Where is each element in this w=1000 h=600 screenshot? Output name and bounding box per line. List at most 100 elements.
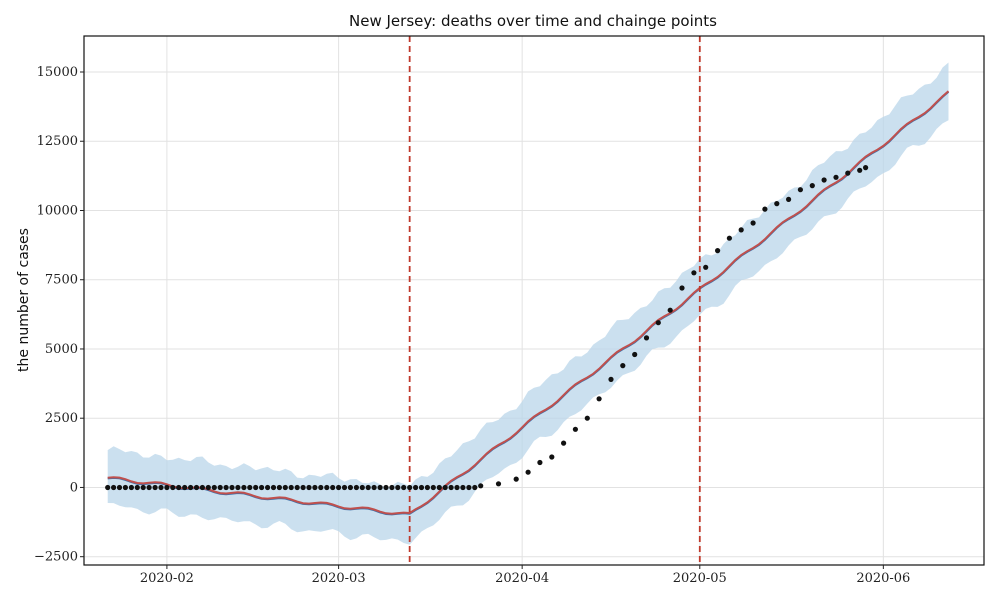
observed-point [424, 484, 430, 491]
observed-point [341, 484, 348, 491]
observed-point [857, 167, 863, 173]
y-tick-label: −2500 [34, 550, 78, 565]
observed-point [365, 484, 371, 491]
observed-point [122, 484, 128, 491]
observed-point [460, 484, 466, 491]
observed-point [466, 484, 472, 491]
observed-point [223, 484, 229, 491]
observed-point [353, 484, 359, 491]
observed-point [726, 235, 733, 241]
changepoint-lines [408, 36, 701, 565]
observed-point [401, 484, 407, 491]
observed-point [146, 484, 152, 491]
observed-point [270, 484, 277, 491]
observed-point [478, 483, 484, 489]
observed-point [821, 177, 827, 183]
observed-point [247, 484, 253, 491]
observed-point [454, 484, 460, 491]
observed-point [561, 440, 567, 446]
observed-point [667, 307, 673, 313]
y-tick-label: 7500 [45, 273, 78, 288]
observed-point [442, 484, 448, 491]
y-tick-label: 15000 [37, 65, 78, 80]
x-tick-label: 2020-02 [140, 571, 194, 586]
observed-point [371, 484, 377, 491]
observed-point [389, 484, 395, 491]
observed-point [472, 484, 478, 491]
observed-point [336, 484, 342, 491]
observed-point [259, 484, 265, 491]
forecast-interval-band [107, 62, 949, 545]
observed-point [152, 484, 158, 491]
observed-point [750, 220, 756, 226]
observed-point [211, 484, 217, 491]
y-tick-label: 2500 [45, 411, 78, 426]
plot-frame [83, 35, 985, 566]
observed-point [229, 484, 235, 491]
observed-point [276, 484, 282, 491]
observed-point [436, 484, 442, 491]
x-tick-label: 2020-05 [673, 571, 727, 586]
observed-point [395, 484, 401, 491]
y-axis-label: the number of cases [16, 228, 32, 372]
observed-point [294, 484, 300, 491]
observed-point [288, 484, 294, 491]
observed-point [300, 484, 306, 491]
y-tick-label: 5000 [45, 342, 78, 357]
observed-point [655, 320, 661, 326]
observed-point [762, 206, 768, 212]
observed-point [786, 196, 792, 202]
observed-point [495, 481, 502, 487]
observed-point [134, 484, 140, 491]
observed-point [774, 201, 780, 207]
observed-point [715, 248, 721, 254]
observed-point [318, 484, 324, 491]
observed-point [282, 484, 288, 491]
observed-point [347, 484, 353, 491]
y-axis-ticks: −2500 0 2500 5000 7500 10000 12500 15000 [34, 65, 84, 565]
observed-point [312, 484, 318, 491]
x-tick-label: 2020-04 [495, 571, 549, 586]
x-tick-label: 2020-03 [312, 571, 366, 586]
observed-point [738, 227, 744, 233]
trend-lines [107, 90, 950, 516]
chart-title: New Jersey: deaths over time and chainge… [349, 12, 717, 30]
observed-point [377, 484, 383, 491]
observed-point [330, 484, 336, 491]
observed-point [324, 484, 330, 491]
observed-point [205, 484, 211, 491]
observed-point [111, 484, 117, 491]
observed-point [193, 484, 200, 491]
observed-point [549, 454, 555, 460]
observed-point [584, 415, 590, 421]
observed-point [797, 187, 804, 193]
observed-point [265, 484, 271, 491]
observed-point [620, 363, 626, 369]
observed-point [188, 484, 194, 491]
observed-point [863, 165, 869, 171]
observed-point [359, 484, 365, 491]
observed-point [537, 459, 543, 466]
observed-point [170, 484, 176, 491]
observed-point [140, 484, 146, 491]
observed-point [199, 484, 205, 491]
observed-point [418, 484, 425, 491]
uncertainty-band [107, 62, 949, 545]
x-tick-label: 2020-06 [856, 571, 910, 586]
observed-point [572, 426, 579, 432]
observed-point [679, 285, 685, 291]
observed-point [253, 484, 259, 491]
observed-points [105, 165, 869, 491]
observed-point [116, 484, 123, 491]
observed-point [105, 484, 111, 491]
observed-point [217, 484, 223, 491]
observed-point [809, 183, 815, 189]
observed-point [703, 264, 709, 270]
observed-point [158, 484, 164, 491]
observed-point [632, 351, 638, 358]
observed-point [845, 170, 851, 176]
y-tick-label: 0 [70, 480, 78, 495]
observed-point [306, 484, 312, 491]
y-tick-label: 12500 [37, 134, 78, 149]
